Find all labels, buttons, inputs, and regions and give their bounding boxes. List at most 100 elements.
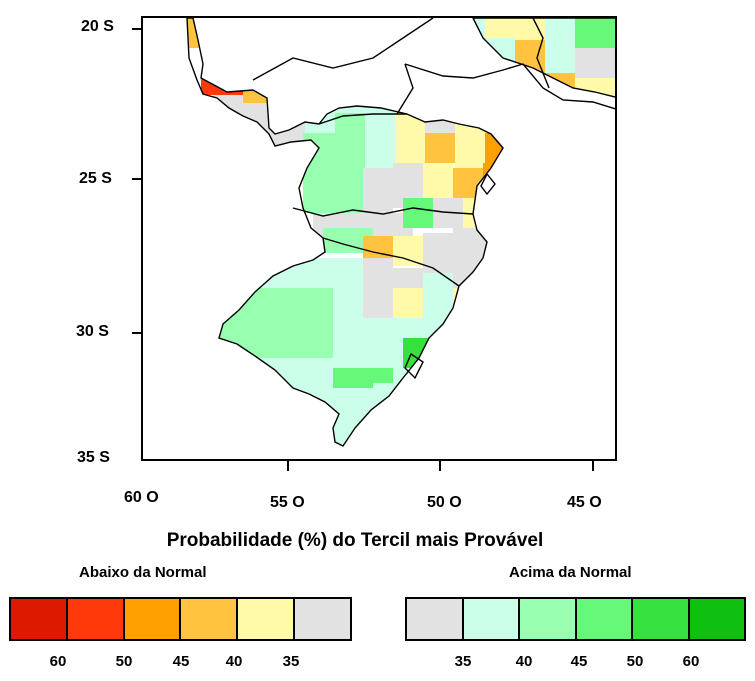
probability-cell <box>425 48 455 68</box>
probability-cell <box>485 38 515 68</box>
probability-cell <box>393 268 423 288</box>
state-border <box>322 237 460 287</box>
legend-value: 35 <box>282 653 300 670</box>
state-border <box>252 18 434 81</box>
state-border <box>186 18 615 447</box>
probability-cell <box>313 388 373 446</box>
legend-swatch-below-40 <box>181 599 239 639</box>
probability-cell <box>213 18 243 68</box>
probability-cell <box>365 138 395 168</box>
probability-cell <box>303 173 363 213</box>
probability-cell <box>365 98 395 138</box>
lon-label-55o: 55 O <box>270 494 305 511</box>
below-normal-colorbar <box>9 597 352 641</box>
probability-cell <box>423 233 453 273</box>
lon-label-50o: 50 O <box>427 494 462 511</box>
probability-cell <box>305 18 335 38</box>
probability-cell <box>455 68 485 98</box>
legend-swatch-below-60 <box>11 599 68 639</box>
state-borders <box>186 18 615 447</box>
lon-tick <box>439 461 441 471</box>
probability-cell <box>423 288 453 318</box>
probability-cell <box>485 133 515 163</box>
probability-cell <box>423 163 453 198</box>
legend-value: 60 <box>49 653 67 670</box>
probability-cell <box>305 38 335 68</box>
probability-cell <box>393 236 423 266</box>
legend-swatch-above-45 <box>576 599 633 639</box>
probability-cell <box>485 18 515 38</box>
lon-label-60o: 60 O <box>124 489 159 506</box>
probability-cell <box>423 273 453 288</box>
state-border <box>404 352 424 380</box>
legend-swatch-above-60 <box>689 599 744 639</box>
probability-cell <box>425 133 455 163</box>
legend-swatch-above-40 <box>520 599 577 639</box>
probability-cell <box>455 98 485 138</box>
probability-cell <box>275 68 305 108</box>
probability-cell <box>425 68 455 103</box>
legend-value: 50 <box>115 653 133 670</box>
probability-cell <box>233 258 303 288</box>
probability-cell <box>365 18 395 68</box>
legend-swatch-below-35 <box>238 599 296 639</box>
lat-tick <box>132 178 142 180</box>
probability-cell <box>275 18 305 38</box>
probability-cell <box>425 18 455 48</box>
probability-cell <box>213 95 243 135</box>
probability-cell <box>575 48 615 78</box>
probability-cell <box>545 18 575 38</box>
legend-value: 40 <box>515 653 533 670</box>
legend-value: 35 <box>454 653 472 670</box>
probability-cell <box>485 68 515 98</box>
probability-cell <box>545 133 575 163</box>
probability-cell <box>403 198 433 228</box>
probability-cell <box>243 73 275 103</box>
lon-tick <box>592 461 594 471</box>
legend-swatch-above-50 <box>633 599 690 639</box>
lon-tick <box>287 461 289 471</box>
legend-swatch-below-45 <box>124 599 182 639</box>
legend-value: 45 <box>172 653 190 670</box>
legend-value: 40 <box>225 653 243 670</box>
probability-cell <box>515 18 545 40</box>
legend-swatch-above-35 <box>463 599 520 639</box>
state-border <box>292 207 474 217</box>
probability-cell <box>545 38 575 73</box>
probability-cell <box>423 353 463 383</box>
legend-value: 50 <box>626 653 644 670</box>
probability-cell <box>263 288 333 358</box>
probability-cell <box>493 198 523 228</box>
probability-cell <box>303 133 365 173</box>
legend-swatch-normal <box>407 599 464 639</box>
probability-cell <box>425 103 455 133</box>
probability-cell <box>243 18 275 68</box>
probability-cell <box>393 288 423 318</box>
lat-label-35s: 35 S <box>77 449 110 466</box>
probability-cell <box>575 108 615 138</box>
lat-label-20s: 20 S <box>81 18 114 35</box>
probability-cell <box>575 18 615 48</box>
probability-cell <box>335 18 365 38</box>
probability-cell <box>515 133 545 163</box>
probability-cell <box>363 288 393 318</box>
probability-cell <box>515 102 545 132</box>
legend-swatch-normal <box>295 599 350 639</box>
lat-label-30s: 30 S <box>76 323 109 340</box>
probability-cell <box>333 288 363 318</box>
probability-cell <box>545 103 575 133</box>
above-normal-colorbar <box>405 597 746 641</box>
probability-cell <box>395 128 425 163</box>
lon-label-45o: 45 O <box>567 494 602 511</box>
legend-value: 60 <box>682 653 700 670</box>
probability-cell <box>303 258 363 288</box>
lat-label-25s: 25 S <box>79 170 112 187</box>
above-normal-heading: Acima da Normal <box>509 564 632 581</box>
probability-cell <box>455 18 485 38</box>
legend-value: 45 <box>570 653 588 670</box>
legend-title: Probabilidade (%) do Tercil mais Prováve… <box>166 530 544 551</box>
probability-cell <box>455 138 485 168</box>
probability-cell <box>243 398 313 428</box>
probability-cell <box>365 68 395 98</box>
state-border <box>396 63 414 115</box>
